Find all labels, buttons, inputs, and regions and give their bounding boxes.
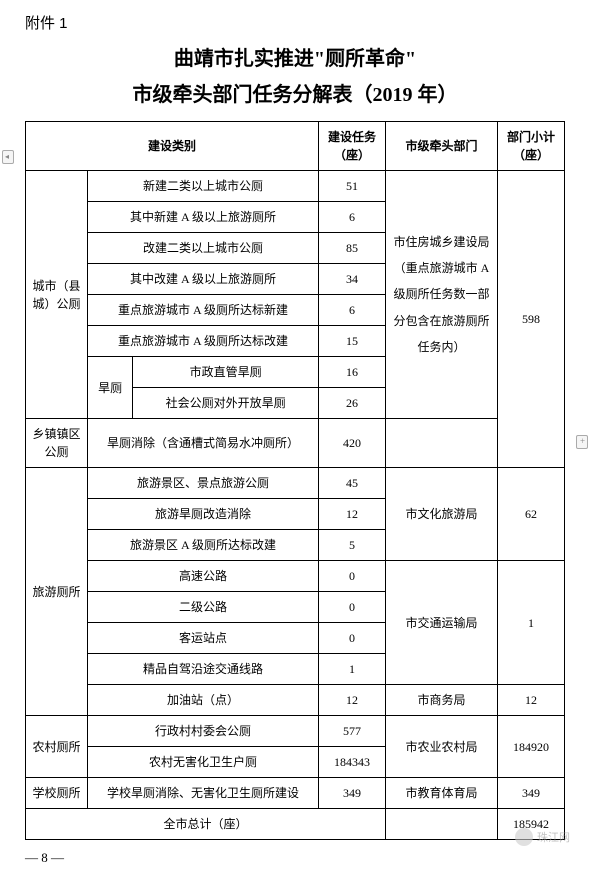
page-number: — 8 — — [25, 850, 565, 866]
tourism-culture-val: 12 — [319, 499, 386, 530]
page-handle-right[interactable] — [576, 435, 588, 449]
document-page: 附件 1 曲靖市扎实推进"厕所革命" 市级牵头部门任务分解表（2019 年） 建… — [0, 0, 590, 876]
total-label: 全市总计（座） — [26, 809, 386, 840]
city-row-name: 其中改建 A 级以上旅游厕所 — [88, 264, 319, 295]
town-label: 乡镇镇区公厕 — [26, 419, 88, 468]
task-table: 建设类别 建设任务（座） 市级牵头部门 部门小计（座） 城市（县城）公厕 新建二… — [25, 121, 565, 840]
tourism-culture-subtotal: 62 — [498, 468, 565, 561]
tourism-transport-name: 精品自驾沿途交通线路 — [88, 654, 319, 685]
empty-cell — [386, 809, 498, 840]
school-row-val: 349 — [319, 778, 386, 809]
rural-row-name: 农村无害化卫生户厕 — [88, 747, 319, 778]
header-category: 建设类别 — [26, 122, 319, 171]
tourism-transport-val: 0 — [319, 561, 386, 592]
tourism-culture-name: 旅游旱厕改造消除 — [88, 499, 319, 530]
tourism-culture-val: 45 — [319, 468, 386, 499]
tourism-transport-val: 1 — [319, 654, 386, 685]
city-row-name: 改建二类以上城市公厕 — [88, 233, 319, 264]
rural-row-val: 577 — [319, 716, 386, 747]
city-subtotal: 598 — [498, 171, 565, 468]
dry-label: 旱厕 — [88, 357, 133, 419]
watermark-text: 珠江网 — [537, 829, 570, 845]
dry1-val: 16 — [319, 357, 386, 388]
city-row-val: 34 — [319, 264, 386, 295]
city-row-val: 51 — [319, 171, 386, 202]
tourism-transport-name: 客运站点 — [88, 623, 319, 654]
empty-cell — [386, 419, 498, 468]
gas-name: 加油站（点） — [88, 685, 319, 716]
tourism-culture-name: 旅游景区 A 级厕所达标改建 — [88, 530, 319, 561]
tourism-transport-name: 高速公路 — [88, 561, 319, 592]
city-row-name: 新建二类以上城市公厕 — [88, 171, 319, 202]
tourism-transport-dept: 市交通运输局 — [386, 561, 498, 685]
tourism-transport-subtotal: 1 — [498, 561, 565, 685]
tourism-transport-name: 二级公路 — [88, 592, 319, 623]
city-row-name: 重点旅游城市 A 级厕所达标改建 — [88, 326, 319, 357]
tourism-label: 旅游厕所 — [26, 468, 88, 716]
dry2-val: 26 — [319, 388, 386, 419]
page-handle-left[interactable] — [2, 150, 14, 164]
town-row-name: 旱厕消除（含通槽式简易水冲厕所） — [88, 419, 319, 468]
attachment-label: 附件 1 — [25, 12, 565, 33]
watermark-icon — [515, 828, 533, 846]
dry2-name: 社会公厕对外开放旱厕 — [133, 388, 319, 419]
city-row-val: 85 — [319, 233, 386, 264]
header-dept: 市级牵头部门 — [386, 122, 498, 171]
city-row-name: 其中新建 A 级以上旅游厕所 — [88, 202, 319, 233]
town-row-val: 420 — [319, 419, 386, 468]
city-row-val: 6 — [319, 295, 386, 326]
title-line-2: 市级牵头部门任务分解表（2019 年） — [25, 77, 565, 113]
city-label: 城市（县城）公厕 — [26, 171, 88, 419]
header-subtotal: 部门小计（座） — [498, 122, 565, 171]
rural-row-val: 184343 — [319, 747, 386, 778]
tourism-culture-val: 5 — [319, 530, 386, 561]
title-line-1: 曲靖市扎实推进"厕所革命" — [25, 41, 565, 77]
rural-row-name: 行政村村委会公厕 — [88, 716, 319, 747]
rural-subtotal: 184920 — [498, 716, 565, 778]
city-row-name: 重点旅游城市 A 级厕所达标新建 — [88, 295, 319, 326]
tourism-culture-dept: 市文化旅游局 — [386, 468, 498, 561]
tourism-transport-val: 0 — [319, 623, 386, 654]
school-label: 学校厕所 — [26, 778, 88, 809]
city-row-val: 15 — [319, 326, 386, 357]
header-task: 建设任务（座） — [319, 122, 386, 171]
school-row-name: 学校旱厕消除、无害化卫生厕所建设 — [88, 778, 319, 809]
gas-dept: 市商务局 — [386, 685, 498, 716]
school-dept: 市教育体育局 — [386, 778, 498, 809]
city-row-val: 6 — [319, 202, 386, 233]
dry1-name: 市政直管旱厕 — [133, 357, 319, 388]
city-dept: 市住房城乡建设局（重点旅游城市 A级厕所任务数一部分包含在旅游厕所任务内） — [386, 171, 498, 419]
tourism-culture-name: 旅游景区、景点旅游公厕 — [88, 468, 319, 499]
tourism-transport-val: 0 — [319, 592, 386, 623]
rural-label: 农村厕所 — [26, 716, 88, 778]
gas-subtotal: 12 — [498, 685, 565, 716]
gas-val: 12 — [319, 685, 386, 716]
watermark: 珠江网 — [515, 828, 570, 846]
school-subtotal: 349 — [498, 778, 565, 809]
rural-dept: 市农业农村局 — [386, 716, 498, 778]
